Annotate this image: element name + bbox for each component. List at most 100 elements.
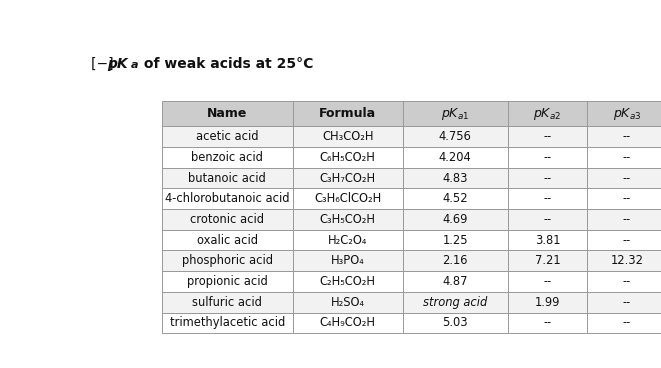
Bar [403, 230, 508, 251]
Text: --: -- [623, 171, 631, 184]
Bar [587, 168, 661, 188]
Text: pK: pK [106, 57, 128, 71]
Text: [−]: [−] [91, 57, 118, 71]
Bar [162, 271, 293, 292]
Text: oxalic acid: oxalic acid [197, 234, 258, 247]
Bar [587, 230, 661, 251]
Text: Formula: Formula [319, 107, 376, 120]
Bar [293, 312, 403, 333]
Text: 7.21: 7.21 [535, 254, 561, 267]
Bar [293, 271, 403, 292]
Text: crotonic acid: crotonic acid [190, 213, 264, 226]
Bar [162, 101, 293, 126]
Text: 4.87: 4.87 [443, 275, 468, 288]
Bar [508, 168, 587, 188]
Text: propionic acid: propionic acid [187, 275, 268, 288]
Text: C₃H₇CO₂H: C₃H₇CO₂H [320, 171, 376, 184]
Text: phosphoric acid: phosphoric acid [182, 254, 273, 267]
Text: 1.99: 1.99 [535, 296, 561, 309]
Text: C₃H₅CO₂H: C₃H₅CO₂H [320, 213, 375, 226]
Text: --: -- [623, 213, 631, 226]
Text: $\mathit{pK}_{a1}$: $\mathit{pK}_{a1}$ [441, 106, 469, 121]
Text: 4.83: 4.83 [443, 171, 468, 184]
Bar [293, 292, 403, 312]
Text: trimethylacetic acid: trimethylacetic acid [170, 316, 285, 329]
Bar [587, 101, 661, 126]
Text: 12.32: 12.32 [610, 254, 643, 267]
Bar [508, 292, 587, 312]
Text: 5.03: 5.03 [442, 316, 468, 329]
Bar [162, 230, 293, 251]
Text: 2.16: 2.16 [443, 254, 468, 267]
Text: C₆H₅CO₂H: C₆H₅CO₂H [320, 151, 375, 164]
Bar [403, 251, 508, 271]
Bar [587, 188, 661, 209]
Bar [293, 230, 403, 251]
Bar [293, 168, 403, 188]
Text: sulfuric acid: sulfuric acid [192, 296, 262, 309]
Bar [508, 251, 587, 271]
Bar [293, 188, 403, 209]
Text: --: -- [543, 316, 552, 329]
Bar [587, 126, 661, 147]
Bar [162, 209, 293, 230]
Text: --: -- [623, 234, 631, 247]
Bar [508, 126, 587, 147]
Bar [162, 188, 293, 209]
Bar [403, 312, 508, 333]
Text: --: -- [623, 130, 631, 143]
Bar [587, 147, 661, 168]
Bar [587, 292, 661, 312]
Bar [293, 126, 403, 147]
Text: H₃PO₄: H₃PO₄ [331, 254, 365, 267]
Bar [403, 271, 508, 292]
Bar [293, 147, 403, 168]
Bar [293, 251, 403, 271]
Text: a: a [131, 60, 138, 70]
Text: benzoic acid: benzoic acid [192, 151, 263, 164]
Bar [508, 101, 587, 126]
Text: --: -- [543, 171, 552, 184]
Text: 4.756: 4.756 [439, 130, 472, 143]
Text: --: -- [543, 151, 552, 164]
Text: C₄H₉CO₂H: C₄H₉CO₂H [320, 316, 375, 329]
Bar [293, 209, 403, 230]
Bar [508, 230, 587, 251]
Bar [587, 209, 661, 230]
Text: --: -- [543, 275, 552, 288]
Text: --: -- [543, 192, 552, 205]
Bar [403, 101, 508, 126]
Text: 4.204: 4.204 [439, 151, 472, 164]
Text: 3.81: 3.81 [535, 234, 561, 247]
Text: butanoic acid: butanoic acid [188, 171, 266, 184]
Text: --: -- [623, 151, 631, 164]
Text: 4.69: 4.69 [443, 213, 468, 226]
Text: 4-chlorobutanoic acid: 4-chlorobutanoic acid [165, 192, 290, 205]
Text: CH₃CO₂H: CH₃CO₂H [322, 130, 373, 143]
Text: $\mathit{pK}_{a3}$: $\mathit{pK}_{a3}$ [613, 106, 641, 121]
Text: 1.25: 1.25 [442, 234, 468, 247]
Bar [403, 209, 508, 230]
Bar [403, 168, 508, 188]
Bar [587, 271, 661, 292]
Text: --: -- [623, 316, 631, 329]
Text: Name: Name [207, 107, 247, 120]
Bar [162, 292, 293, 312]
Text: H₂SO₄: H₂SO₄ [330, 296, 365, 309]
Bar [403, 292, 508, 312]
Bar [508, 312, 587, 333]
Text: --: -- [543, 213, 552, 226]
Bar [162, 147, 293, 168]
Bar [403, 188, 508, 209]
Bar [162, 126, 293, 147]
Bar [162, 312, 293, 333]
Bar [508, 209, 587, 230]
Bar [508, 271, 587, 292]
Bar [403, 147, 508, 168]
Bar [293, 101, 403, 126]
Text: $\mathit{pK}_{a2}$: $\mathit{pK}_{a2}$ [533, 106, 562, 121]
Text: acetic acid: acetic acid [196, 130, 258, 143]
Bar [587, 312, 661, 333]
Text: strong acid: strong acid [423, 296, 487, 309]
Text: --: -- [623, 296, 631, 309]
